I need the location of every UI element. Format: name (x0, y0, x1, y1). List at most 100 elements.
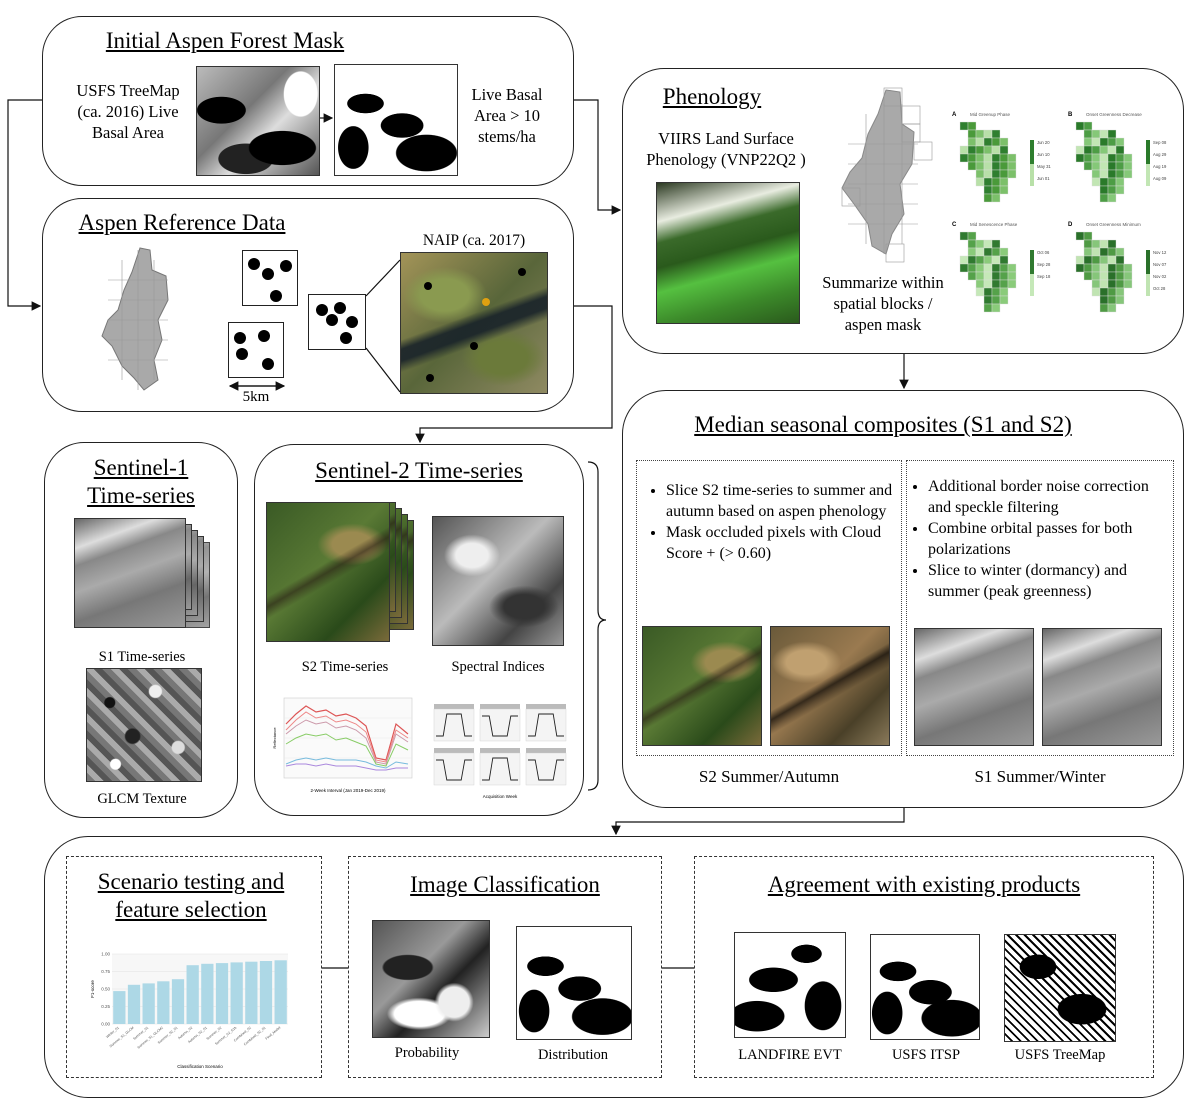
phenology-cell (959, 145, 969, 155)
agreement-box (694, 856, 1154, 1078)
phenology-cell (1099, 239, 1109, 249)
glcm-texture-image (86, 668, 202, 782)
spectral-indices-small-multiples: Acquisition Week (433, 704, 567, 799)
phenology-cell (1123, 161, 1133, 171)
phenology-cell (1007, 153, 1017, 163)
phenology-cell (975, 153, 985, 163)
s2-timeseries-image (266, 502, 390, 642)
phenology-cell (983, 287, 993, 297)
phenology-cell (975, 169, 985, 179)
f1-bar (230, 962, 243, 1024)
threshold-label: Live Basal Area > 10 stems/ha (471, 85, 543, 146)
phenology-cell (1107, 185, 1117, 195)
phenology-cell (991, 239, 1001, 249)
phenology-legend-tick: May 31 (1037, 164, 1051, 169)
phenology-cell (991, 177, 1001, 187)
phenology-cell (991, 295, 1001, 305)
classification-title: Image Classification (410, 872, 600, 897)
phenology-cell (991, 255, 1001, 265)
glcm-label: GLCM Texture (97, 791, 187, 807)
phenology-cell (967, 271, 977, 281)
f1-ytick-label: 0.00 (101, 1022, 110, 1027)
reference-point (262, 268, 274, 280)
phenology-cell (999, 153, 1009, 163)
phenology-cell (1083, 255, 1093, 265)
f1-bar (171, 979, 185, 1024)
phenology-cell (1007, 169, 1017, 179)
reference-point (346, 316, 358, 328)
phenology-cell (959, 153, 969, 163)
reference-point (236, 348, 248, 360)
aspen-blocks-map (101, 247, 169, 391)
phenology-cell (1123, 169, 1133, 179)
treemap-label: USFS TreeMap (ca. 2016) Live Basal Area (76, 81, 180, 142)
s1-bullet: Additional border noise correction and s… (928, 476, 1174, 518)
phenology-panel-name: Mid Senescence Phase (970, 222, 1018, 227)
phenology-cell (1099, 287, 1109, 297)
f1-bar (259, 961, 273, 1024)
phenology-cell (999, 279, 1009, 289)
phenology-cell (975, 247, 985, 257)
phenology-cell (1007, 271, 1017, 281)
phenology-cell (1083, 263, 1093, 273)
phenology-cell (967, 161, 977, 171)
reference-point (340, 332, 352, 344)
phenology-cell (975, 137, 985, 147)
phenology-map-c: C Mid Senescence Phase Oct 06 Sep 28 Sep 18 (950, 220, 1060, 324)
phenology-cell (975, 177, 985, 187)
phenology-cell (1107, 161, 1117, 171)
phenology-cell (1091, 255, 1101, 265)
phenology-panel-letter: D (1068, 222, 1073, 228)
phenology-cell (991, 153, 1001, 163)
distribution-label: Distribution (537, 1047, 609, 1063)
phenology-cell (975, 287, 985, 297)
phenology-cell (991, 247, 1001, 257)
phenology-cell (1083, 145, 1093, 155)
s1-winter-image (1042, 628, 1162, 746)
phenology-cell (975, 271, 985, 281)
phenology-cell (1091, 247, 1101, 257)
reference-point (262, 358, 274, 370)
phenology-cell (1091, 263, 1101, 273)
phenology-cell (991, 169, 1001, 179)
phenology-cell (983, 255, 993, 265)
viirs-label: VIIRS Land Surface Phenology (VNP22Q2 ) (646, 129, 806, 169)
phenology-cell (975, 255, 985, 265)
phenology-cell (999, 169, 1009, 179)
phenology-panel-name: Mid Greenup Phase (970, 112, 1011, 117)
phenology-map-a: A Mid Greenup Phase Jun 20 Jun 10 May 31 Jun … (950, 110, 1060, 214)
phenology-cell (983, 271, 993, 281)
phenology-cell (1115, 169, 1125, 179)
s2-reflectance-chart: Reflectance 2-Week Interval (Jan 2019-De… (272, 697, 413, 793)
phenology-cell (983, 303, 993, 313)
composites-title: Median seasonal composites (S1 and S2) (694, 412, 1072, 437)
phenology-cell (1075, 153, 1085, 163)
phenology-cell (999, 255, 1009, 265)
s1-bullet: Slice to winter (dormancy) and summer (p… (928, 560, 1174, 602)
reference-point (326, 314, 338, 326)
phenology-legend-tick: Oct 28 (1153, 286, 1166, 291)
phenology-cell (991, 161, 1001, 171)
phenology-cell (983, 145, 993, 155)
phenology-cell (967, 145, 977, 155)
f1-ytick-label: 0.75 (101, 969, 110, 974)
phenology-cell (983, 185, 993, 195)
usfs-treemap-image (1004, 934, 1116, 1042)
naip-image (400, 252, 548, 394)
small-multiple-line (436, 713, 472, 737)
phenology-cell (1115, 145, 1125, 155)
reference-point (316, 304, 328, 316)
reference-point (234, 332, 246, 344)
small-multiple-line (528, 713, 564, 737)
phenology-legend-tick: Jun 10 (1037, 152, 1050, 157)
phenology-legend-tick: Jun 01 (1037, 176, 1050, 181)
phenology-legend-tick: Sep 18 (1037, 274, 1051, 279)
phenology-cell (1115, 263, 1125, 273)
phenology-cell (1107, 153, 1117, 163)
phenology-cell (1107, 271, 1117, 281)
s1-composite-bullets: Additional border noise correction and s… (910, 476, 1174, 602)
phenology-cell (1107, 279, 1117, 289)
phenology-cell (1115, 185, 1125, 195)
phenology-cell (1075, 231, 1085, 241)
phenology-legend-bar (1030, 140, 1034, 186)
